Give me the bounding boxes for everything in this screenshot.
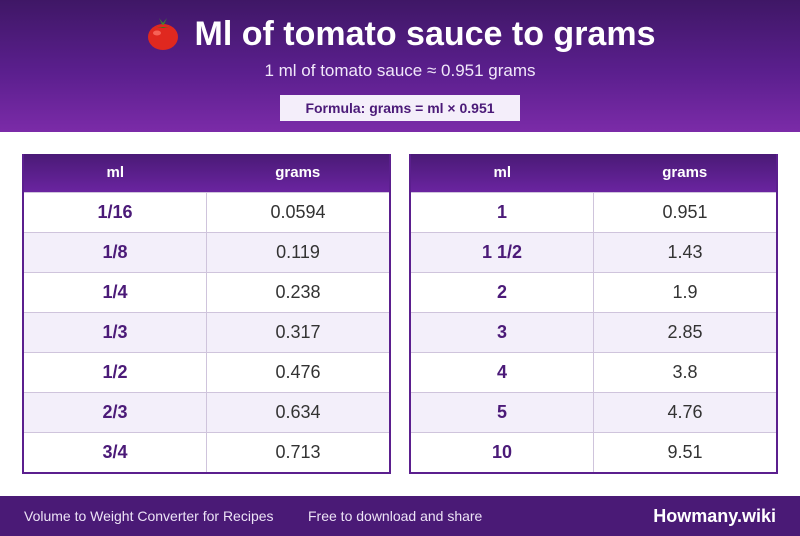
table-row: 2/3 0.634 xyxy=(24,392,389,432)
page-title: Ml of tomato sauce to grams xyxy=(0,14,800,54)
table-row: 1/3 0.317 xyxy=(24,312,389,352)
tomato-icon xyxy=(145,16,181,52)
footer-brand-link[interactable]: Howmany.wiki xyxy=(653,506,776,526)
ml-cell: 2 xyxy=(411,273,594,312)
ml-cell: 1/2 xyxy=(24,353,207,392)
table-row: 10 9.51 xyxy=(411,432,776,472)
grams-cell: 4.76 xyxy=(667,402,703,422)
ml-cell: 2/3 xyxy=(24,393,207,432)
grams-cell: 0.476 xyxy=(275,362,321,382)
grams-cell: 0.317 xyxy=(275,322,321,342)
conversion-table-right: ml grams 1 0.951 1 1/2 1.43 2 1.9 3 2.85… xyxy=(409,154,778,474)
grams-cell: 3.8 xyxy=(672,362,698,382)
footer-tagline: Volume to Weight Converter for Recipes xyxy=(24,508,274,524)
grams-cell: 0.238 xyxy=(275,282,321,302)
footer-note: Free to download and share xyxy=(308,508,483,524)
ml-cell: 1/3 xyxy=(24,313,207,352)
table-header: ml grams xyxy=(411,154,776,192)
column-header-ml: ml xyxy=(493,164,511,181)
subtitle: 1 ml of tomato sauce ≈ 0.951 grams xyxy=(264,61,536,80)
ml-cell: 1/4 xyxy=(24,273,207,312)
table-row: 1/2 0.476 xyxy=(24,352,389,392)
table-row: 5 4.76 xyxy=(411,392,776,432)
grams-cell: 0.634 xyxy=(275,402,321,422)
grams-cell: 0.713 xyxy=(275,442,321,462)
header: Ml of tomato sauce to grams 1 ml of toma… xyxy=(0,0,800,132)
title-text: Ml of tomato sauce to grams xyxy=(194,15,656,53)
footer: Volume to Weight Converter for Recipes F… xyxy=(0,496,800,536)
grams-cell: 9.51 xyxy=(667,442,703,462)
grams-cell: 0.951 xyxy=(662,202,708,222)
grams-cell: 0.0594 xyxy=(270,202,326,222)
ml-cell: 1/8 xyxy=(24,233,207,272)
table-row: 1/16 0.0594 xyxy=(24,192,389,232)
ml-cell: 4 xyxy=(411,353,594,392)
ml-cell: 1 xyxy=(411,193,594,232)
table-row: 1/4 0.238 xyxy=(24,272,389,312)
grams-cell: 2.85 xyxy=(667,322,703,342)
table-row: 1 1/2 1.43 xyxy=(411,232,776,272)
conversion-table-left: ml grams 1/16 0.0594 1/8 0.119 1/4 0.238… xyxy=(22,154,391,474)
table-row: 3/4 0.713 xyxy=(24,432,389,472)
column-header-ml: ml xyxy=(106,164,124,181)
table-row: 1/8 0.119 xyxy=(24,232,389,272)
ml-cell: 5 xyxy=(411,393,594,432)
table-row: 4 3.8 xyxy=(411,352,776,392)
grams-cell: 1.9 xyxy=(672,282,698,302)
ml-cell: 1/16 xyxy=(24,193,207,232)
table-row: 3 2.85 xyxy=(411,312,776,352)
grams-cell: 0.119 xyxy=(276,242,320,262)
ml-cell: 1 1/2 xyxy=(411,233,594,272)
table-row: 1 0.951 xyxy=(411,192,776,232)
ml-cell: 3 xyxy=(411,313,594,352)
ml-cell: 3/4 xyxy=(24,433,207,472)
column-header-grams: grams xyxy=(275,164,321,181)
ml-cell: 10 xyxy=(411,433,594,472)
column-header-grams: grams xyxy=(662,164,708,181)
table-row: 2 1.9 xyxy=(411,272,776,312)
formula-badge: Formula: grams = ml × 0.951 xyxy=(280,95,520,121)
table-header: ml grams xyxy=(24,154,389,192)
grams-cell: 1.43 xyxy=(667,242,703,262)
